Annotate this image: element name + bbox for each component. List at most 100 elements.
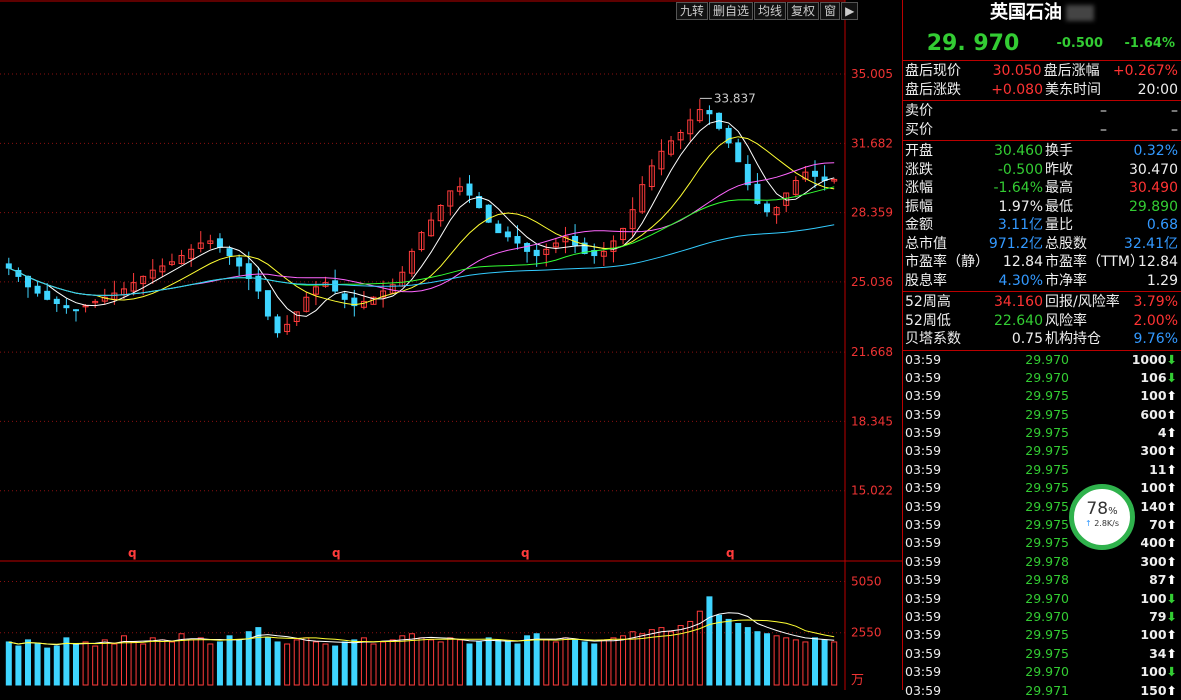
- tick-volume-cell: 100⬇: [1069, 663, 1181, 681]
- tick-volume: 79: [1149, 608, 1167, 624]
- play-arrow-icon[interactable]: ▶: [841, 2, 859, 20]
- tick-price: 29.975: [1025, 627, 1069, 643]
- tick-volume-cell: 79⬇: [1069, 608, 1181, 626]
- candle-body: [245, 263, 252, 279]
- candle-body: [408, 250, 415, 274]
- volume-bar: [264, 637, 271, 686]
- gauge-speed: 2.8K/s: [1094, 519, 1120, 528]
- tick-time: 03:59: [905, 572, 942, 588]
- volume-bar: [485, 637, 492, 686]
- volume-bar: [764, 633, 771, 686]
- volume-bar: [207, 643, 214, 686]
- stat-row: 总市值 971.2亿 总股数 32.41亿: [903, 235, 1181, 254]
- gauge-percent: 78: [1086, 499, 1109, 519]
- trade-ticks-list[interactable]: 03:59 29.970 1000⬇ 03:59 29.970 106⬇ 03:59 29.9…: [903, 351, 1181, 700]
- volume-bar: [428, 639, 435, 686]
- stat-label: 市盈率（TTM）: [1045, 254, 1144, 270]
- network-speed-gauge[interactable]: 78% ↑ 2.8K/s: [1069, 484, 1135, 550]
- candle-body: [140, 275, 147, 285]
- volume-bar: [552, 641, 559, 686]
- stat-value: -0.500: [997, 161, 1043, 178]
- tick-time: 03:59: [905, 351, 942, 367]
- volume-bar: [533, 633, 540, 686]
- toolbar-button-jiuzhuan[interactable]: 九转: [676, 2, 709, 20]
- price-tick-label: 28.359: [851, 206, 893, 220]
- price-tick-label: 35.005: [851, 67, 893, 81]
- candle-body: [696, 109, 703, 122]
- moving-average-line: [8, 136, 835, 306]
- stat-value: 0.68: [1146, 217, 1178, 233]
- candle-body: [159, 265, 166, 273]
- tick-volume: 11: [1149, 461, 1167, 477]
- volume-bar: [418, 637, 425, 686]
- candle-body: [34, 285, 41, 294]
- stat-value: -1.64%: [993, 180, 1043, 196]
- price-tick-label: 31.682: [851, 136, 893, 150]
- tick-time: 03:59: [905, 406, 942, 422]
- volume-bar: [687, 620, 694, 686]
- arrow-down-icon: ⬇: [1166, 664, 1177, 680]
- candle-body: [485, 204, 492, 223]
- order-book-price: –: [1100, 121, 1107, 138]
- stat-label: 总股数: [1045, 235, 1087, 252]
- volume-bar: [15, 645, 22, 686]
- candle-body: [418, 232, 425, 251]
- tick-price: 29.975: [1025, 388, 1069, 404]
- stat-row: 盘后现价 30.050 盘后涨幅 +0.267%: [903, 62, 1181, 81]
- arrow-up-icon: ⬆: [1166, 498, 1177, 514]
- candle-body: [610, 240, 617, 252]
- volume-bar: [831, 641, 838, 686]
- stat-label: 盘后涨幅: [1043, 63, 1100, 79]
- candle-body: [428, 219, 435, 237]
- candle-body: [130, 282, 137, 292]
- arrow-up-icon: ⬆: [1166, 517, 1177, 533]
- order-book-section: 卖价 – – 买价 – –: [903, 101, 1181, 141]
- candle-body: [543, 248, 550, 255]
- stat-row: 振幅 1.97% 最低 29.890: [903, 198, 1181, 217]
- tick-volume-cell: 300⬆: [1069, 553, 1181, 571]
- stat-value: 971.2亿: [988, 235, 1043, 252]
- toolbar-button-moving-average[interactable]: 均线: [754, 2, 787, 20]
- stat-value: 4.30%: [998, 272, 1043, 289]
- stat-value: 30.470: [1129, 161, 1178, 178]
- stat-value: 20:00: [1137, 81, 1178, 98]
- tick-row: 03:59 29.970 79⬇: [903, 608, 1181, 626]
- stat-value: 3.11亿: [997, 217, 1043, 233]
- stat-label: 总市值: [905, 235, 947, 252]
- volume-bar: [236, 639, 243, 686]
- tick-volume: 87: [1149, 572, 1167, 588]
- tick-volume-cell: 4⬆: [1069, 424, 1181, 442]
- candlestick-chart[interactable]: 35.005 31.682 28.359 25.036 21.668 18.345 15.0…: [0, 0, 902, 690]
- tick-volume: 70: [1149, 517, 1167, 533]
- toolbar-button-adjust[interactable]: 复权: [787, 2, 820, 20]
- tick-time: 03:59: [905, 480, 942, 496]
- arrow-down-icon: ⬇: [1166, 351, 1177, 367]
- stat-value: 34.160: [994, 294, 1043, 310]
- volume-bar: [648, 629, 655, 686]
- tick-volume-cell: 150⬆: [1069, 682, 1181, 700]
- volume-tick-label: 2550: [851, 626, 882, 640]
- arrow-up-icon: ⬆: [1166, 443, 1177, 459]
- chart-toolbar: 九转 删自选 均线 复权 窗 ▶: [676, 2, 859, 20]
- volume-bar: [82, 641, 89, 686]
- volume-bar: [629, 631, 636, 686]
- stat-value: 30.460: [994, 143, 1043, 159]
- toolbar-button-remove-watchlist[interactable]: 删自选: [709, 2, 754, 20]
- toolbar-button-window[interactable]: 窗: [820, 2, 841, 20]
- candle-body: [216, 238, 223, 248]
- volume-bar: [351, 639, 358, 686]
- stat-value: 2.00%: [1133, 312, 1178, 329]
- candle-body: [168, 261, 175, 265]
- volume-bar: [245, 631, 252, 686]
- tick-row: 03:59 29.971 150⬆: [903, 682, 1181, 700]
- stat-row: 开盘 30.460 换手 0.32%: [903, 142, 1181, 161]
- volume-bar: [63, 637, 70, 686]
- event-marker: q: [332, 546, 341, 560]
- tick-volume: 600: [1140, 406, 1167, 422]
- candle-body: [658, 150, 665, 170]
- volume-bar: [466, 643, 473, 686]
- tick-time: 03:59: [905, 443, 942, 459]
- price-tick-label: 21.668: [851, 345, 893, 359]
- arrow-up-icon: ⬆: [1166, 645, 1177, 661]
- volume-average-line: [8, 619, 835, 645]
